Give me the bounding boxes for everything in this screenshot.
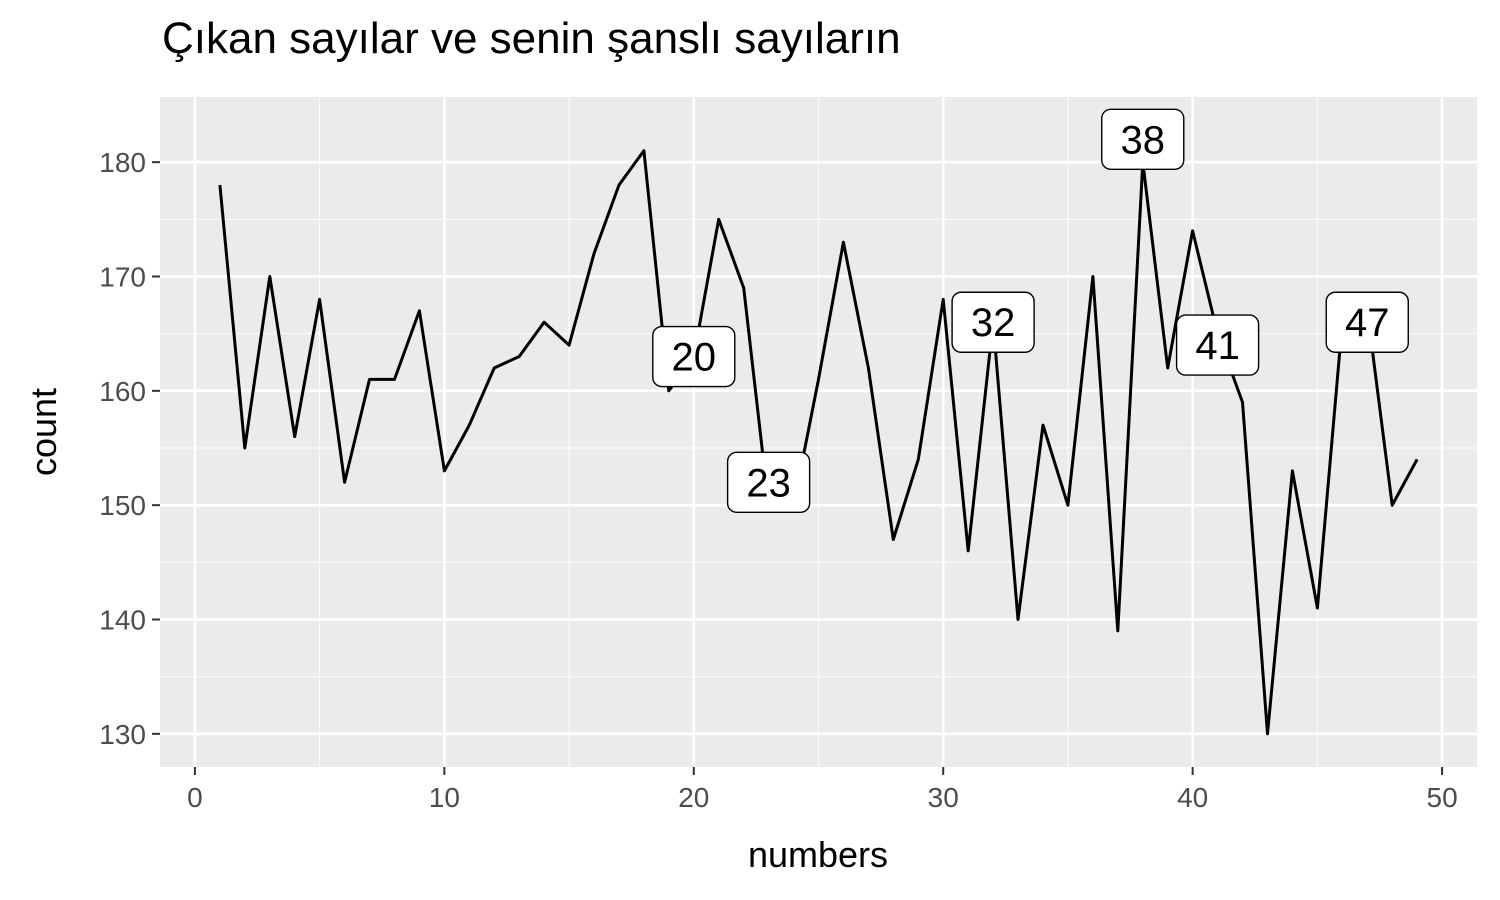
y-tick-label: 140: [99, 605, 146, 636]
point-label-box: [1101, 108, 1185, 171]
point-label: 20: [672, 336, 717, 380]
point-label: 38: [1121, 118, 1166, 162]
y-tick-labels: 130 140 150 160 170 180: [99, 147, 146, 750]
x-tick-label: 20: [678, 782, 709, 813]
grid-major: [160, 97, 1477, 767]
x-tick-labels: 0 10 20 30 40 50: [187, 782, 1458, 813]
chart-title: Çıkan sayılar ve senin şanslı sayıların: [162, 14, 901, 63]
y-tick-label: 170: [99, 262, 146, 293]
x-tick-label: 0: [187, 782, 203, 813]
annotation-layer: 20 23 32 38 41 47: [652, 108, 1409, 514]
point-label-box: [726, 451, 811, 514]
axis-ticks: [152, 161, 1444, 775]
x-axis-title: numbers: [748, 834, 888, 875]
y-tick-label: 130: [99, 719, 146, 750]
point-label: 47: [1345, 301, 1390, 345]
point-label: 23: [746, 461, 791, 505]
point-label-box: [1175, 314, 1260, 376]
x-tick-label: 50: [1427, 782, 1458, 813]
point-label-box: [951, 291, 1035, 353]
x-tick-label: 10: [429, 782, 460, 813]
x-tick-label: 40: [1177, 782, 1208, 813]
point-label: 32: [971, 301, 1016, 345]
y-tick-label: 150: [99, 490, 146, 521]
x-tick-label: 30: [928, 782, 959, 813]
point-label: 41: [1195, 324, 1240, 368]
point-label-box: [1325, 291, 1409, 353]
point-label-box: [652, 325, 736, 388]
y-axis-title: count: [23, 388, 64, 476]
y-tick-label: 160: [99, 376, 146, 407]
y-tick-label: 180: [99, 147, 146, 178]
